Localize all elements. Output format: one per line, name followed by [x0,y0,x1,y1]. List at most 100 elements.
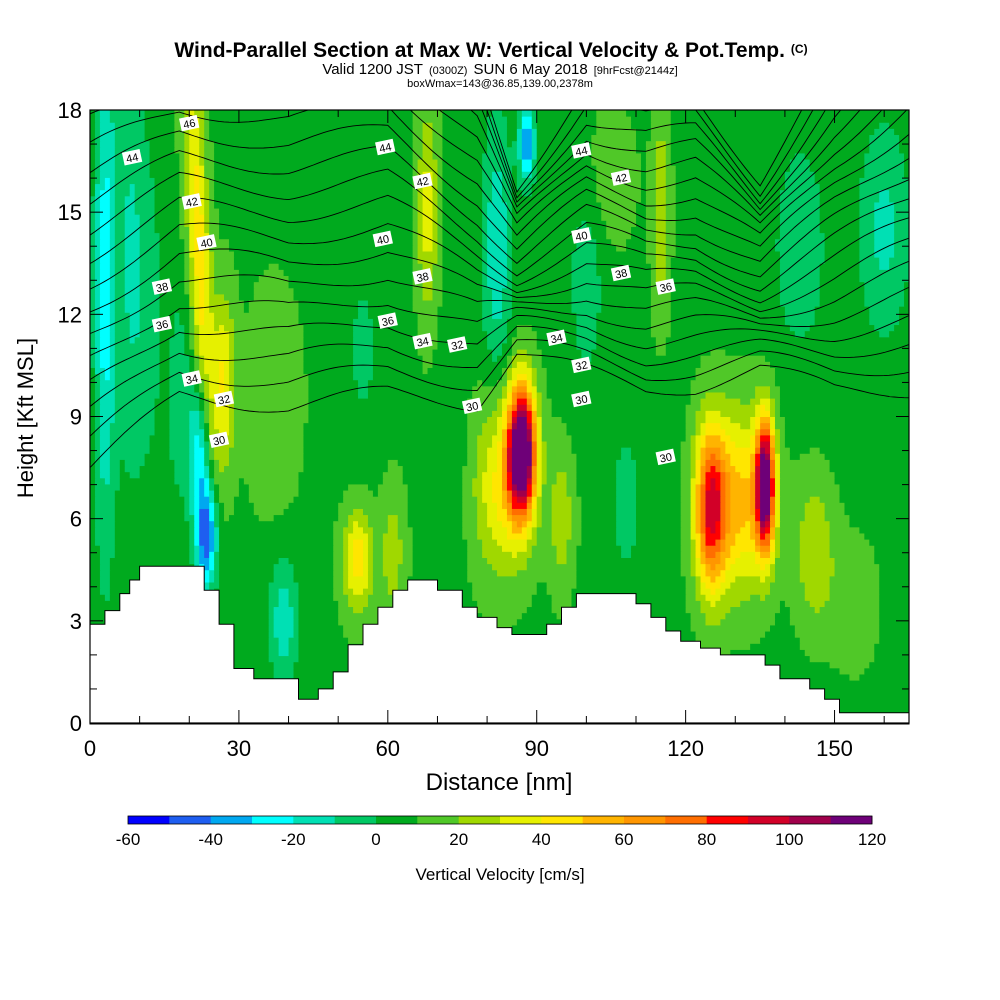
colorbar-swatch [293,816,335,824]
colorbar-swatch [706,816,749,824]
y-tick-label: 18 [58,98,82,123]
y-tick-label: 15 [58,200,82,225]
contour-label: 42 [610,169,632,186]
svg-text:32: 32 [574,359,588,373]
svg-text:32: 32 [217,393,231,407]
x-axis-label: Distance [nm] [426,769,573,796]
contour-label: 46 [179,114,200,132]
svg-text:38: 38 [155,281,169,295]
svg-text:46: 46 [182,117,196,131]
svg-text:42: 42 [614,172,628,186]
svg-text:38: 38 [416,271,430,285]
theta-contour-45 [470,110,842,211]
colorbar-tick-label: -40 [198,830,223,849]
theta-contour-34 [90,286,909,357]
theta-contour-30 [90,353,909,468]
colorbar-tick-label: 20 [449,830,468,849]
theta-contour-32 [90,325,909,407]
contour-label: 44 [571,142,592,159]
theta-contour-37 [90,217,909,304]
svg-text:44: 44 [574,145,588,159]
svg-text:30: 30 [465,400,479,414]
y-axis-label: Height [Kft MSL] [13,338,38,498]
colorbar-swatch [500,816,542,824]
theta-contour-43 [90,110,883,224]
contour-label: 38 [610,264,632,282]
x-tick-label: 120 [667,736,704,761]
theta-contour-47 [486,110,814,199]
contour-label: 32 [571,356,592,374]
svg-text:44: 44 [125,152,139,166]
theta-contour-33 [90,314,909,380]
colorbar-label: Vertical Velocity [cm/s] [415,865,584,884]
svg-text:34: 34 [185,373,199,387]
copyright-mark: (C) [791,42,808,56]
svg-text:40: 40 [200,237,214,251]
chart-subtitle-box: boxWmax=143@36.85,139.00,2378m [407,78,593,90]
contour-label: 36 [151,315,173,333]
colorbar-frame [127,815,873,825]
svg-text:42: 42 [416,175,430,189]
colorbar-swatch [210,816,253,824]
svg-text:36: 36 [659,281,673,295]
theta-contour-48 [490,110,803,193]
contour-labels: 46 44 42 40 38 36 34 32 30 44 42 40 38 36 34 32 30 44 42 40… [121,114,676,466]
theta-contour-46 [481,110,826,205]
contour-label: 40 [571,227,592,244]
x-tick-label: 150 [816,736,853,761]
svg-text:36: 36 [381,315,395,329]
x-tick-label: 30 [227,736,251,761]
colorbar-swatch [624,816,666,824]
colorbar: -60 -40 -20 0 20 40 60 80 100 120 [116,815,886,849]
theta-contour-36 [90,237,909,313]
theta-contour-42 [90,110,908,236]
colorbar-tick-label: 60 [615,830,634,849]
colorbar-tick-label: 40 [532,830,551,849]
chart-title: Wind-Parallel Section at Max W: Vertical… [174,39,807,62]
contour-label: 34 [181,370,202,387]
contour-label: 34 [546,329,567,346]
velocity-field [90,110,909,723]
contour-label: 44 [375,138,396,156]
contour-label: 30 [655,448,676,466]
svg-text:32: 32 [450,339,464,353]
svg-text:36: 36 [155,318,169,332]
x-tick-label: 60 [376,736,400,761]
contour-label: 38 [151,278,173,295]
svg-text:30: 30 [574,393,588,407]
y-tick-label: 3 [70,609,82,634]
x-tick-label: 90 [524,736,548,761]
contour-label: 32 [447,336,468,353]
svg-text:44: 44 [378,141,392,155]
contour-label: 44 [121,148,143,166]
contour-label: 40 [372,230,393,248]
contour-label: 40 [196,234,217,251]
theta-contour-40 [90,145,909,264]
colorbar-tick-label: 0 [371,830,380,849]
colorbar-swatch [748,816,790,824]
colorbar-swatch [128,816,170,824]
contour-label: 34 [412,332,433,350]
colorbar-tick-label: -60 [116,830,141,849]
theta-contour-31 [90,339,909,437]
svg-text:40: 40 [376,233,390,247]
svg-text:40: 40 [574,230,588,244]
svg-text:34: 34 [550,332,564,346]
contour-label: 36 [377,312,398,329]
colorbar-tick-label: 120 [858,830,886,849]
x-tick-label: 0 [84,736,96,761]
svg-text:38: 38 [614,267,628,281]
contour-label: 30 [208,431,230,448]
contour-label: 38 [412,268,433,285]
svg-text:34: 34 [416,335,430,349]
theta-contour-39 [90,168,909,278]
colorbar-swatch [789,816,831,824]
contour-label: 30 [461,397,483,414]
colorbar-swatch [417,816,459,824]
chart-subtitle: Valid 1200 JST (0300Z) SUN 6 May 2018 [9hrF… [322,61,677,78]
colorbar-tick-label: 80 [697,830,716,849]
contour-label: 32 [213,390,235,408]
colorbar-swatch [830,816,873,824]
colorbar-swatch [665,816,707,824]
